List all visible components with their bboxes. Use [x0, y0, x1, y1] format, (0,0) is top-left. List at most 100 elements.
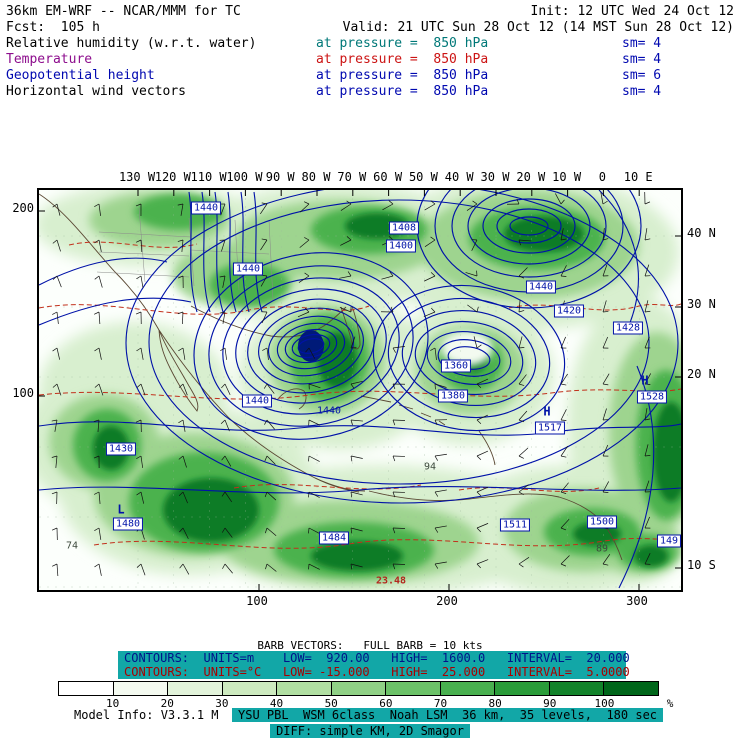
wind-barb	[182, 347, 186, 360]
wind-barb	[266, 419, 275, 430]
field-row: Temperature at pressure = 850 hPa sm= 4	[0, 52, 740, 68]
wind-barb-flag	[177, 203, 184, 206]
wind-barb	[98, 563, 102, 576]
wind-barb	[434, 489, 447, 493]
wind-barb-flag	[350, 527, 353, 534]
wind-barb	[518, 374, 527, 385]
wind-barb-flag	[93, 419, 100, 422]
field-label: Geopotential height	[6, 68, 155, 83]
forecast-hour: Fcst: 105 h	[6, 20, 100, 35]
lon-tick-label: 10 E	[623, 170, 653, 184]
wind-barb-flag	[221, 527, 226, 533]
height-contour-ring	[276, 322, 346, 370]
wind-barb-flag	[430, 200, 436, 205]
height-contour	[253, 191, 263, 313]
wind-barb	[644, 516, 650, 529]
wind-barb-flag	[392, 491, 396, 498]
coastline	[360, 395, 446, 426]
height-contour-ring	[258, 307, 364, 385]
wind-barb-flag	[308, 455, 310, 462]
rh-blob	[134, 194, 224, 230]
wind-barb-flag	[263, 383, 268, 389]
wind-barb	[392, 563, 406, 565]
grid-x-label: 100	[246, 594, 268, 608]
wind-barb-flag	[135, 311, 142, 315]
low-center-core	[298, 330, 324, 362]
lon-tick-label: 70 W	[337, 170, 367, 184]
wind-barb-flag	[518, 455, 524, 459]
wind-barb-flag	[350, 419, 353, 426]
wind-barb	[518, 447, 529, 457]
wind-barb	[182, 563, 190, 575]
wind-barb	[260, 239, 268, 251]
wind-barb-flag	[52, 311, 58, 315]
lon-tick-label: 0	[598, 170, 607, 184]
wind-barb-flag	[388, 236, 394, 241]
wind-barb-flag	[221, 491, 226, 497]
colorbar-box	[112, 682, 168, 695]
wind-barb	[350, 563, 363, 568]
wind-barb	[518, 267, 528, 277]
rh-blob	[311, 541, 403, 571]
wind-barb	[381, 275, 394, 280]
wind-barb-flag	[350, 491, 353, 498]
wind-barb-flag	[136, 563, 142, 568]
wind-barb-flag	[434, 527, 439, 533]
wind-barb	[340, 239, 352, 246]
wind-barb	[140, 275, 144, 288]
coastline	[158, 329, 199, 412]
field-level: at pressure = 850 hPa	[316, 68, 489, 83]
wind-barb	[98, 383, 104, 396]
height-contour-ring	[401, 309, 537, 407]
wind-barb	[266, 383, 275, 394]
wind-barb-flag	[602, 491, 609, 493]
height-contour-ring	[496, 208, 562, 244]
height-contour-ring	[297, 338, 325, 354]
wind-barb	[382, 203, 394, 211]
wind-barb	[476, 486, 489, 493]
height-contour-legend: CONTOURS: UNITS=m LOW= 920.00 HIGH= 1600…	[124, 651, 630, 665]
wind-barb	[182, 383, 188, 396]
lon-tick-label: 40 W	[444, 170, 474, 184]
wind-barb	[518, 410, 528, 421]
wind-barb	[308, 419, 320, 426]
wind-barb-flag	[178, 383, 184, 388]
wind-barb-flag	[388, 200, 394, 205]
field-level: at pressure = 850 hPa	[316, 36, 489, 51]
wind-barb	[224, 563, 233, 574]
wind-barb	[555, 193, 562, 205]
wind-barb-flag	[476, 306, 479, 313]
field-level: at pressure = 850 hPa	[316, 52, 489, 67]
wind-barb	[260, 275, 268, 287]
wind-barb	[266, 563, 277, 572]
coastline	[158, 329, 366, 492]
wind-barb	[518, 300, 521, 313]
height-contours	[39, 190, 681, 589]
wind-barb-flag	[560, 238, 567, 241]
wind-barb-flag	[93, 455, 100, 459]
height-contour-ring	[437, 339, 501, 377]
wind-barb	[560, 265, 567, 277]
wind-barb-flag	[350, 383, 355, 389]
wind-barb	[297, 311, 310, 318]
wind-barb-flag	[52, 383, 58, 388]
wind-barb-flag	[644, 201, 651, 205]
wind-barb	[180, 203, 184, 216]
field-smoothing: sm= 6	[622, 68, 662, 83]
wind-barb	[518, 336, 523, 349]
wind-barb-flag	[434, 455, 439, 461]
height-contour	[148, 199, 650, 485]
wind-barb	[423, 311, 436, 317]
wind-barb	[602, 336, 609, 349]
wind-barb-flag	[94, 527, 100, 532]
model-info: Model Info: V3.3.1 M	[74, 708, 219, 722]
wind-barb-flag	[476, 419, 482, 424]
wind-barb	[181, 239, 184, 252]
field-label: Relative humidity (w.r.t. water)	[6, 36, 257, 51]
wind-barb	[518, 484, 529, 493]
height-contour-ring	[451, 190, 607, 278]
wind-barb-flag	[264, 419, 268, 425]
wind-barb-flag	[52, 275, 58, 280]
height-contour-ring	[284, 328, 338, 364]
